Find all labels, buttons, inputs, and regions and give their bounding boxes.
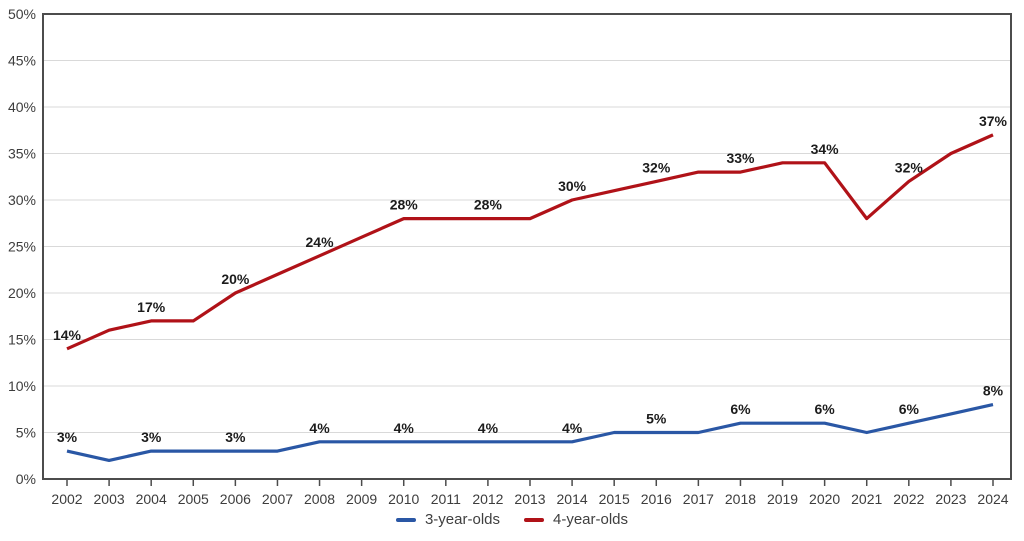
data-label-3-year-olds-2014: 4%	[562, 420, 583, 436]
data-label-4-year-olds-2002: 14%	[53, 327, 82, 343]
x-axis-label: 2019	[767, 491, 798, 507]
x-axis-label: 2018	[725, 491, 756, 507]
legend-label-4-year-olds: 4-year-olds	[553, 511, 629, 528]
x-axis-label: 2005	[178, 491, 209, 507]
x-axis-label: 2014	[557, 491, 588, 507]
x-axis-label: 2007	[262, 491, 293, 507]
x-axis-label: 2013	[514, 491, 545, 507]
data-label-3-year-olds-2012: 4%	[478, 420, 499, 436]
data-label-3-year-olds-2016: 5%	[646, 411, 667, 427]
legend-swatch-4-year-olds-icon	[524, 517, 544, 522]
x-axis-label: 2022	[893, 491, 924, 507]
data-label-4-year-olds-2004: 17%	[137, 299, 166, 315]
data-label-3-year-olds-2006: 3%	[225, 429, 246, 445]
data-label-3-year-olds-2008: 4%	[309, 420, 330, 436]
x-axis-label: 2008	[304, 491, 335, 507]
data-label-4-year-olds-2008: 24%	[306, 234, 335, 250]
y-axis-label: 50%	[8, 6, 36, 22]
data-label-3-year-olds-2022: 6%	[899, 401, 920, 417]
legend-item-3-year-olds: 3-year-olds	[395, 511, 500, 528]
data-label-3-year-olds-2020: 6%	[815, 401, 836, 417]
data-label-4-year-olds-2010: 28%	[390, 197, 419, 213]
x-axis-label: 2020	[809, 491, 840, 507]
data-label-4-year-olds-2014: 30%	[558, 178, 587, 194]
x-axis-label: 2011	[431, 491, 461, 507]
legend-item-4-year-olds: 4-year-olds	[524, 511, 628, 528]
data-label-4-year-olds-2016: 32%	[642, 159, 671, 175]
x-axis-label: 2017	[683, 491, 714, 507]
x-axis-label: 2009	[346, 491, 377, 507]
x-axis-label: 2006	[220, 491, 251, 507]
y-axis-label: 35%	[8, 146, 36, 162]
x-axis-label: 2003	[94, 491, 125, 507]
x-axis-label: 2010	[388, 491, 419, 507]
data-label-4-year-olds-2012: 28%	[474, 197, 503, 213]
chart-legend: 3-year-olds 4-year-olds	[0, 511, 1024, 528]
data-label-3-year-olds-2002: 3%	[57, 429, 78, 445]
y-axis-label: 0%	[16, 471, 36, 487]
legend-label-3-year-olds: 3-year-olds	[424, 511, 500, 528]
data-label-4-year-olds-2024: 37%	[979, 113, 1008, 129]
x-axis-label: 2016	[641, 491, 672, 507]
x-axis-label: 2015	[599, 491, 630, 507]
x-axis-label: 2002	[51, 491, 82, 507]
series-line-4-year-olds	[66, 133, 994, 351]
plot-border	[42, 13, 1012, 480]
x-axis-label: 2021	[851, 491, 882, 507]
y-axis-label: 10%	[8, 378, 36, 394]
data-label-3-year-olds-2004: 3%	[141, 429, 162, 445]
x-axis-label: 2023	[935, 491, 966, 507]
y-axis-label: 15%	[8, 332, 36, 348]
y-axis-label: 45%	[8, 53, 36, 69]
x-axis-label: 2024	[977, 491, 1008, 507]
data-label-4-year-olds-2018: 33%	[726, 150, 755, 166]
data-label-4-year-olds-2020: 34%	[811, 141, 840, 157]
data-label-3-year-olds-2018: 6%	[730, 401, 751, 417]
y-axis-label: 30%	[8, 192, 36, 208]
x-axis-label: 2004	[136, 491, 167, 507]
series-line-3-year-olds	[66, 403, 994, 462]
data-label-4-year-olds-2022: 32%	[895, 159, 924, 175]
y-axis-label: 5%	[16, 425, 36, 441]
data-label-4-year-olds-2006: 20%	[221, 271, 250, 287]
legend-swatch-3-year-olds-icon	[395, 517, 416, 522]
data-label-3-year-olds-2010: 4%	[394, 420, 415, 436]
y-axis-label: 40%	[8, 99, 36, 115]
x-axis-label: 2012	[472, 491, 503, 507]
y-axis-label: 25%	[8, 239, 36, 255]
y-axis-label: 20%	[8, 285, 36, 301]
data-label-3-year-olds-2024: 8%	[983, 383, 1004, 399]
